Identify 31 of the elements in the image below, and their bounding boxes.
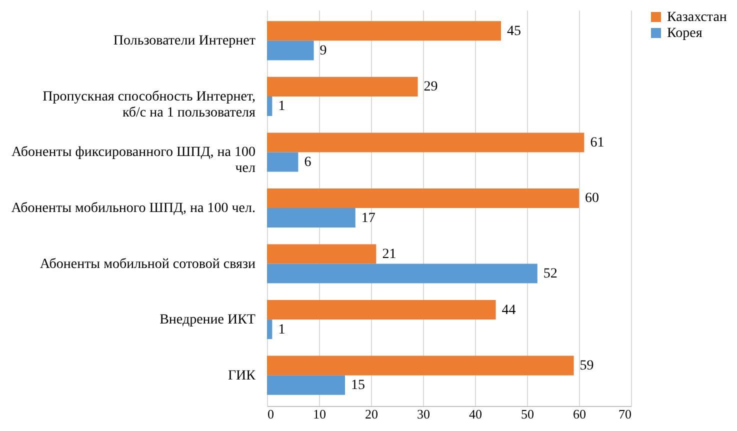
- y-tick-label: Пользователи Интернет: [113, 34, 256, 49]
- y-tick-label: Абоненты мобильного ШПД, на 100 чел.: [11, 201, 256, 216]
- x-tick-label: 10: [313, 406, 326, 422]
- data-label: 60: [585, 191, 599, 206]
- data-label: 6: [304, 154, 312, 170]
- data-label: 44: [502, 302, 516, 318]
- data-label: 59: [580, 358, 594, 374]
- data-label: 45: [507, 24, 521, 39]
- y-tick-label: Внедрение ИКТ: [160, 312, 256, 328]
- legend-label: Корея: [667, 26, 703, 41]
- data-label: 9: [320, 43, 327, 58]
- data-label: 15: [351, 378, 365, 394]
- y-tick-label: Абоненты мобильной сотовой связи: [40, 256, 256, 272]
- y-tick-label: ГИК: [228, 368, 256, 384]
- data-label: 61: [590, 135, 604, 150]
- x-tick-label: 50: [521, 406, 534, 422]
- data-label: 1: [278, 99, 286, 114]
- data-label: 21: [382, 247, 396, 262]
- x-tick-label: 60: [573, 406, 586, 422]
- x-tick-label: 0: [268, 406, 274, 422]
- legend-label: Казахстан: [667, 10, 728, 25]
- x-tick-label: 40: [469, 406, 482, 422]
- x-tick-label: 70: [618, 406, 632, 422]
- data-label: 17: [361, 210, 376, 226]
- x-tick-label: 20: [365, 406, 378, 422]
- y-tick-label: Абоненты фиксированного ШПД, на 100 чел: [12, 145, 256, 176]
- y-tick-label: Пропускная способность Интернет, кб/с на 1 пользователя: [42, 89, 256, 120]
- data-label: 29: [424, 80, 438, 95]
- x-tick-label: 30: [417, 406, 430, 422]
- data-label: 52: [543, 266, 558, 282]
- data-label: 1: [278, 322, 286, 338]
